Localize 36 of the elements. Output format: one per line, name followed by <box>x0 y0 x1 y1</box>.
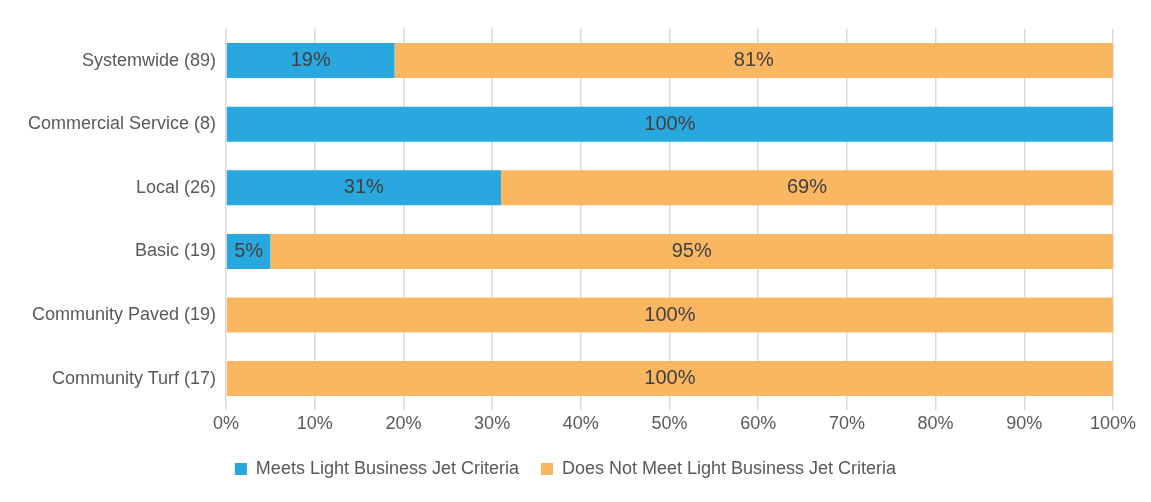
y-tick-label: Basic (19) <box>135 240 217 261</box>
y-tick-label: Community Turf (17) <box>51 367 217 388</box>
x-tick-label: 0% <box>213 413 240 434</box>
legend-label: Does Not Meet Light Business Jet Criteria <box>561 457 898 478</box>
x-tick-label: 10% <box>296 413 333 434</box>
bar <box>226 170 501 206</box>
x-tick-label: 80% <box>917 413 954 434</box>
x-tick-label: 20% <box>385 413 422 434</box>
x-tick-label: 60% <box>740 413 777 434</box>
y-tick-label: Local (26) <box>135 176 217 197</box>
data-label: 100% <box>644 366 696 389</box>
y-tick-label: Community Paved (19) <box>31 303 217 324</box>
x-tick-label: 50% <box>651 413 688 434</box>
data-label: 100% <box>644 111 696 134</box>
y-tick-label: Commercial Service (8) <box>27 113 217 134</box>
bar <box>226 361 1113 397</box>
data-label: 31% <box>343 175 385 198</box>
x-tick-label: 40% <box>562 413 599 434</box>
x-tick-label: 90% <box>1006 413 1043 434</box>
data-label: 19% <box>290 48 331 71</box>
bar <box>226 106 1113 142</box>
data-label: 100% <box>644 302 696 325</box>
data-label: 5% <box>234 238 264 261</box>
bar <box>500 170 1113 206</box>
y-tick-label: Systemwide (89) <box>81 49 217 70</box>
bar <box>226 297 1113 333</box>
data-label: 81% <box>733 48 775 71</box>
legend-label: Meets Light Business Jet Criteria <box>255 457 520 478</box>
x-tick-label: 30% <box>474 413 511 434</box>
data-label: 69% <box>786 175 828 198</box>
x-tick-label: 70% <box>828 413 865 434</box>
data-label: 95% <box>671 238 712 261</box>
bar <box>270 233 1113 269</box>
bar <box>226 43 395 79</box>
bar <box>394 43 1113 79</box>
x-tick-label: 100% <box>1089 413 1137 434</box>
